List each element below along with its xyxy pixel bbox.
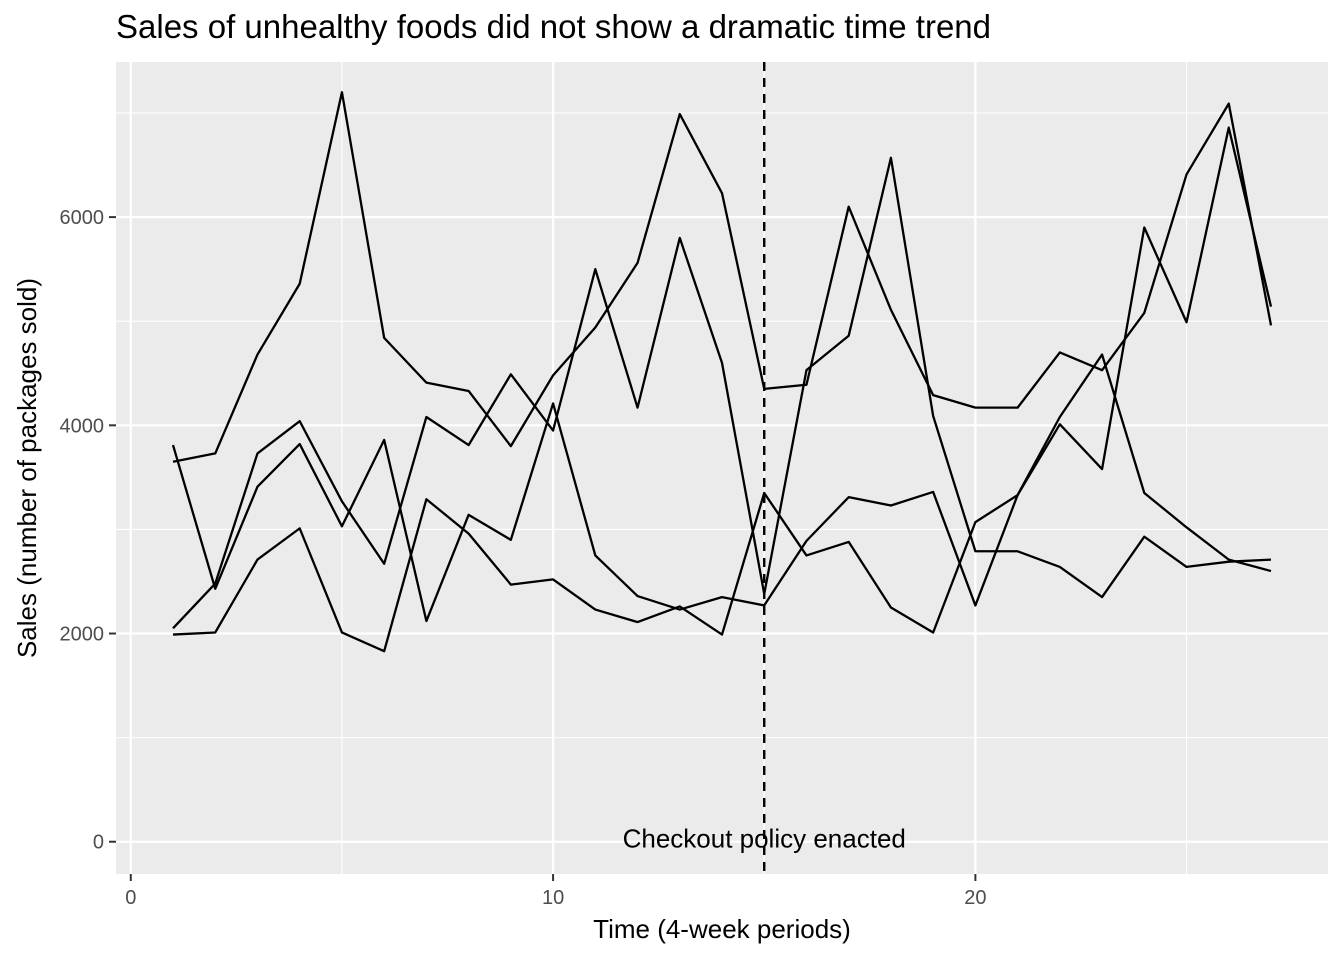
x-axis-title: Time (4-week periods) xyxy=(593,914,851,944)
x-tick-label: 10 xyxy=(542,887,564,909)
series-line-4 xyxy=(172,353,1272,653)
policy-annotation: Checkout policy enacted xyxy=(623,824,906,854)
series-line-1 xyxy=(172,91,1273,463)
series-line-3 xyxy=(171,126,1273,623)
reference-layer: Checkout policy enacted xyxy=(623,62,906,874)
x-tick-label: 20 xyxy=(964,887,986,909)
y-tick-label: 2000 xyxy=(60,624,105,646)
series-layer xyxy=(171,91,1273,653)
y-axis-title: Sales (number of packages sold) xyxy=(12,278,42,658)
y-tick-label: 6000 xyxy=(60,207,105,229)
plot-panel xyxy=(116,62,1328,874)
y-tick-label: 0 xyxy=(93,832,104,854)
grid-major xyxy=(116,62,1328,874)
y-tick-label: 4000 xyxy=(60,415,105,437)
axis-layer: 0 10 20 0 2000 4000 6000 xyxy=(60,207,987,909)
chart-title: Sales of unhealthy foods did not show a … xyxy=(116,8,991,45)
x-tick-label: 0 xyxy=(125,887,136,909)
series-line-2 xyxy=(172,156,1272,630)
